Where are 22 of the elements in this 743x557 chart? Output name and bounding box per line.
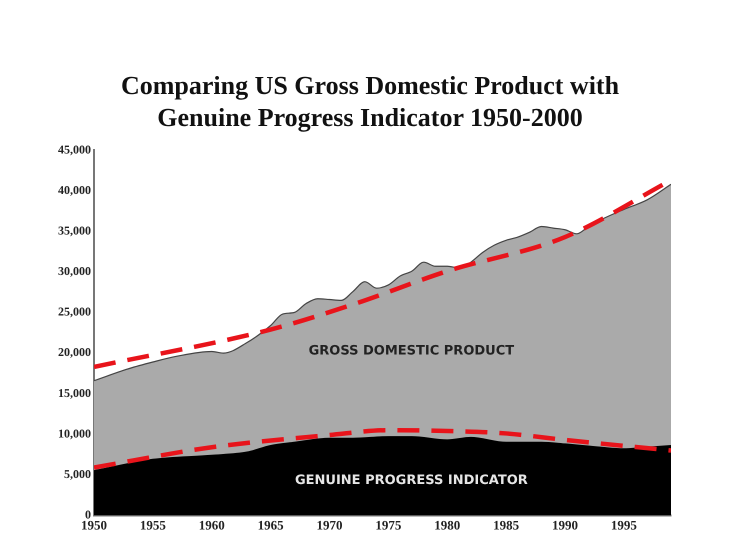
x-tick-label: 1995 — [610, 518, 638, 533]
x-tick-label: 1970 — [316, 518, 343, 533]
x-tick-label: 1975 — [375, 518, 402, 533]
y-tick-label: 25,000 — [58, 304, 91, 319]
y-tick-label: 15,000 — [58, 386, 91, 400]
y-tick-label: 45,000 — [58, 142, 91, 156]
x-tick-label: 1960 — [198, 518, 225, 533]
y-tick-label: 20,000 — [58, 345, 91, 360]
x-tick-label: 1980 — [434, 518, 460, 533]
x-tick-label: 1985 — [493, 518, 520, 533]
x-tick-label: 1965 — [258, 518, 284, 533]
y-tick-label: 35,000 — [58, 223, 91, 238]
line-series — [94, 428, 671, 470]
series-label: GENUINE PROGRESS INDICATOR — [294, 473, 528, 488]
y-tick-label: 5,000 — [64, 466, 91, 481]
series-label: GROSS DOMESTIC PRODUCT — [308, 343, 514, 358]
x-tick-label: 1955 — [140, 518, 166, 533]
y-tick-label: 10,000 — [58, 426, 91, 440]
chart-title: Comparing US Gross Domestic Product with Genuine Progress Indicator 1950-2000 — [120, 70, 620, 134]
x-tick-label: 1990 — [552, 518, 578, 533]
y-tick-label: 30,000 — [58, 264, 91, 278]
y-tick-label: 40,000 — [58, 182, 91, 197]
